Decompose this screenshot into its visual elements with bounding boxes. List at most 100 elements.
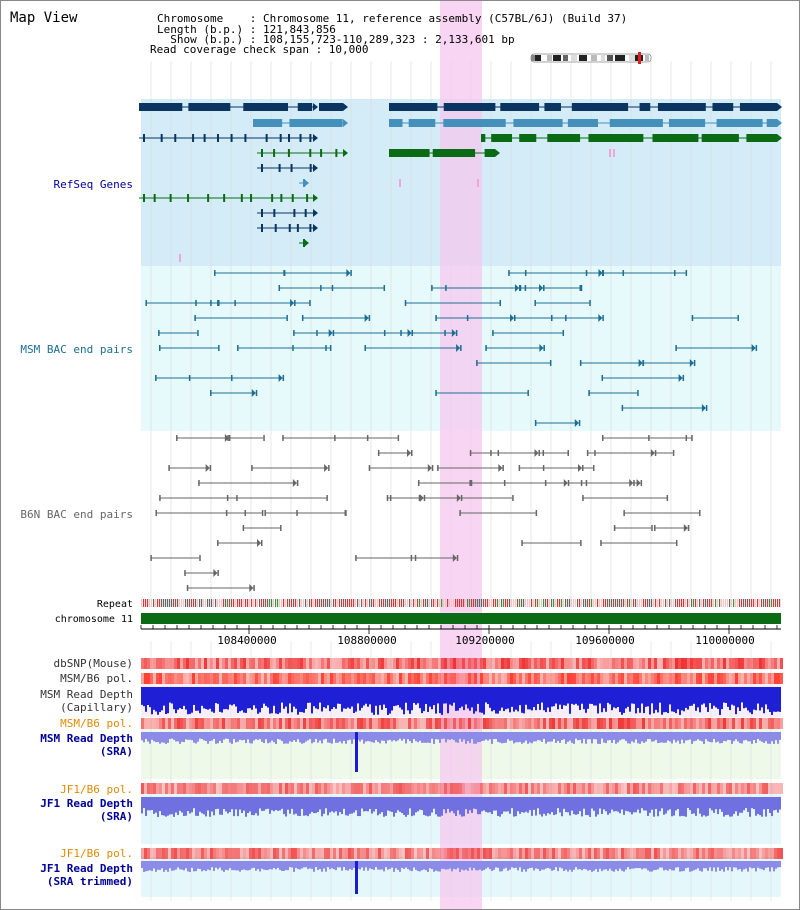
dbsnp-heat xyxy=(360,658,363,669)
msm-b6-pol-sra-heat xyxy=(714,718,717,729)
msm-depth-sra-bar xyxy=(515,732,517,743)
msm-depth-sra-bar xyxy=(485,732,487,740)
repeat-mark xyxy=(509,599,511,607)
jf1-b6-pol-heat xyxy=(510,783,513,794)
jf1-b6-pol-2-heat xyxy=(321,848,324,859)
jf1-depth-trimmed-bar xyxy=(395,861,397,869)
jf1-depth-sra-bar xyxy=(551,797,553,813)
jf1-b6-pol-heat xyxy=(642,783,645,794)
jf1-b6-pol-2-heat xyxy=(681,848,684,859)
msm-b6-pol-heat xyxy=(648,673,651,684)
jf1-b6-pol-heat xyxy=(177,783,180,794)
jf1-depth-sra-bar xyxy=(639,797,641,814)
jf1-depth-sra-bar xyxy=(467,797,469,814)
repeat-mark xyxy=(339,599,341,607)
msm-depth-capillary-bar xyxy=(429,687,431,707)
jf1-b6-pol-heat xyxy=(366,783,369,794)
repeat-mark xyxy=(495,599,497,607)
msm-depth-capillary-bar xyxy=(375,687,377,706)
dbsnp-heat xyxy=(669,658,672,669)
jf1-depth-trimmed-bar xyxy=(333,861,335,870)
jf1-depth-sra-bar xyxy=(233,797,235,817)
gene-exon xyxy=(278,164,281,172)
jf1-depth-trimmed-bar xyxy=(545,861,547,869)
jf1-b6-pol-2-heat xyxy=(153,848,156,859)
msm-depth-sra-bar xyxy=(747,732,749,742)
repeat-mark xyxy=(629,599,631,607)
repeat-mark xyxy=(553,599,555,607)
jf1-b6-pol-2-heat xyxy=(282,848,285,859)
repeat-mark xyxy=(631,599,633,607)
track-label-msm-bac[interactable]: MSM BAC end pairs xyxy=(20,343,133,356)
gene-mark xyxy=(399,179,401,187)
msm-depth-sra-bar xyxy=(195,732,197,744)
jf1-depth-sra-bar xyxy=(353,797,355,813)
jf1-b6-pol-heat xyxy=(558,783,561,794)
jf1-depth-sra-bar xyxy=(327,797,329,816)
msm-depth-capillary-bar xyxy=(721,687,723,710)
jf1-depth-sra-bar xyxy=(413,797,415,816)
msm-depth-capillary-bar xyxy=(499,687,501,711)
jf1-b6-pol-2-heat xyxy=(144,848,147,859)
jf1-depth-trimmed-bar xyxy=(479,861,481,870)
msm-depth-capillary-bar xyxy=(371,687,373,713)
jf1-depth-trimmed-bar xyxy=(597,861,599,872)
msm-b6-pol-heat xyxy=(765,673,768,684)
jf1-b6-pol-2-heat xyxy=(354,848,357,859)
jf1-depth-sra-bar xyxy=(731,797,733,817)
msm-depth-capillary-bar xyxy=(723,687,725,703)
msm-depth-sra-bar xyxy=(215,732,217,744)
jf1-depth-trimmed-bar xyxy=(639,861,641,868)
dbsnp-heat xyxy=(585,658,588,669)
msm-b6-pol-sra-heat xyxy=(510,718,513,729)
jf1-b6-pol-2-heat xyxy=(627,848,630,859)
jf1-b6-pol-2-heat xyxy=(753,848,756,859)
msm-b6-pol-heat xyxy=(582,673,585,684)
repeat-mark xyxy=(159,599,161,607)
jf1-depth-sra-bar xyxy=(223,797,225,810)
msm-depth-sra-bar xyxy=(717,732,719,742)
msm-depth-sra-bar xyxy=(755,732,757,744)
repeat-mark xyxy=(513,599,515,607)
dbsnp-heat xyxy=(276,658,279,669)
msm-b6-pol-heat xyxy=(489,673,492,684)
jf1-b6-pol-2-heat xyxy=(249,848,252,859)
repeat-mark xyxy=(287,599,289,607)
jf1-b6-pol-heat xyxy=(321,783,324,794)
jf1-depth-sra-bar xyxy=(743,797,745,811)
msm-b6-pol-heat xyxy=(558,673,561,684)
msm-depth-sra-bar xyxy=(553,732,555,740)
msm-depth-capillary-bar xyxy=(527,687,529,710)
track-label-refseq[interactable]: RefSeq Genes xyxy=(53,178,133,191)
jf1-depth-trimmed-bar xyxy=(651,861,653,872)
msm-b6-pol-heat xyxy=(198,673,201,684)
dbsnp-heat xyxy=(552,658,555,669)
msm-depth-capillary-bar xyxy=(465,687,467,705)
msm-depth-sra-bar xyxy=(541,732,543,742)
msm-depth-capillary-bar xyxy=(483,687,485,715)
jf1-depth-sra-bar xyxy=(269,797,271,814)
msm-b6-pol-sra-heat xyxy=(423,718,426,729)
jf1-b6-pol-heat xyxy=(495,783,498,794)
repeat-mark xyxy=(769,599,771,607)
repeat-mark xyxy=(651,599,653,607)
jf1-b6-pol-2-heat xyxy=(459,848,462,859)
msm-depth-sra-bar xyxy=(461,732,463,742)
msm-b6-pol-sra-heat xyxy=(387,718,390,729)
jf1-depth-trimmed-bar xyxy=(507,861,509,871)
track-label-b6n-bac[interactable]: B6N BAC end pairs xyxy=(20,508,133,521)
msm-b6-pol-sra-heat xyxy=(534,718,537,729)
jf1-b6-pol-heat xyxy=(351,783,354,794)
msm-b6-pol-heat xyxy=(507,673,510,684)
msm-b6-pol-sra-heat xyxy=(348,718,351,729)
msm-depth-capillary-bar xyxy=(525,687,527,705)
jf1-b6-pol-2-heat xyxy=(657,848,660,859)
repeat-mark xyxy=(231,599,233,607)
repeat-mark xyxy=(731,599,733,607)
msm-depth-capillary-bar xyxy=(521,687,523,713)
jf1-depth-sra-bar xyxy=(455,797,457,816)
msm-depth-capillary-bar xyxy=(597,687,599,714)
jf1-depth-trimmed-bar xyxy=(705,861,707,869)
msm-b6-pol-heat xyxy=(417,673,420,684)
